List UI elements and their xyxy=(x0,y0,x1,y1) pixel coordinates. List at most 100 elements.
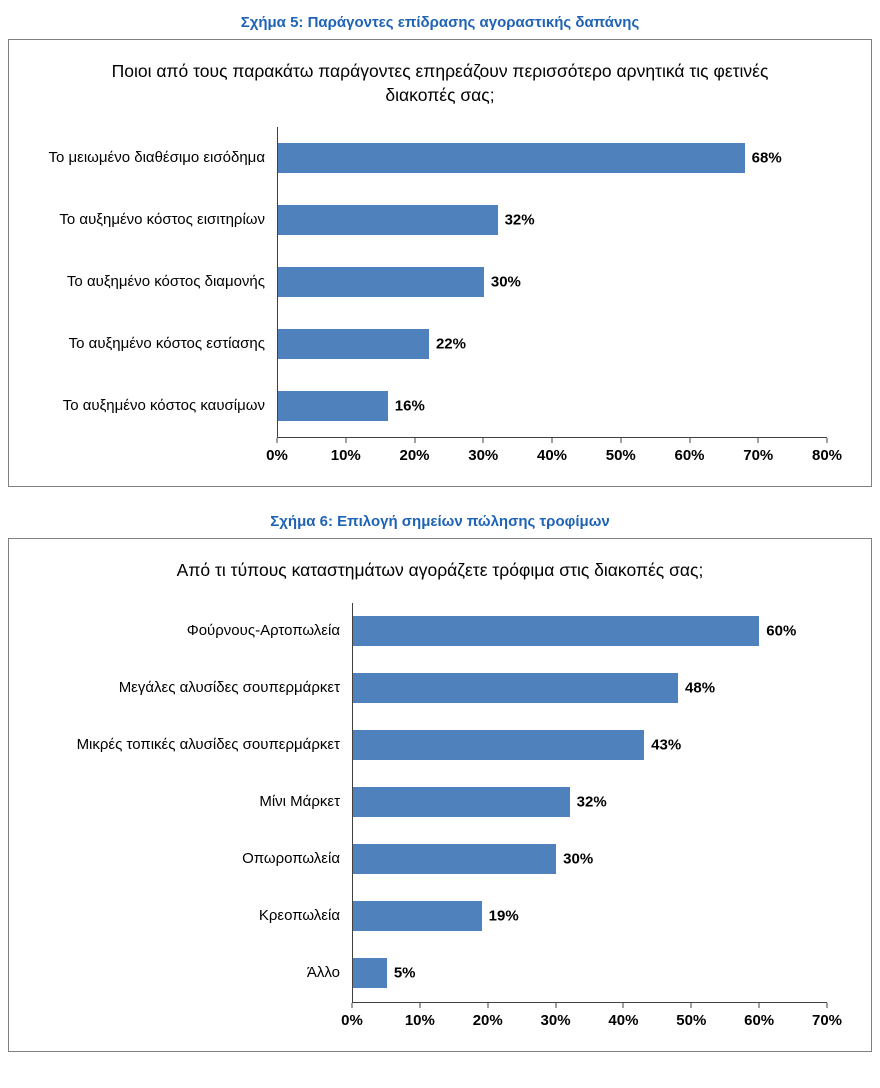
bar-row: Οπωροπωλεία 30% xyxy=(19,830,827,888)
bar-track: 5% xyxy=(352,944,827,1002)
category-label: Κρεοπωλεία xyxy=(258,907,340,925)
category-label: Το μειωμένο διαθέσιμο εισόδημα xyxy=(48,149,266,167)
x-tick-label: 70% xyxy=(743,447,774,465)
x-tick xyxy=(276,438,278,444)
x-tick xyxy=(487,1002,489,1008)
bar xyxy=(278,391,388,422)
bar xyxy=(353,787,570,818)
category-label: Οπωροπωλεία xyxy=(242,850,340,868)
x-tick xyxy=(757,438,759,444)
x-tick-label: 80% xyxy=(811,447,843,465)
bar xyxy=(353,844,557,875)
bar-track: 68% xyxy=(277,127,827,190)
bar xyxy=(278,205,498,236)
value-label: 43% xyxy=(651,736,682,754)
x-tick-label: 0% xyxy=(266,447,288,465)
x-tick-label: 20% xyxy=(472,1011,503,1029)
category-label: Μεγάλες αλυσίδες σουπερμάρκετ xyxy=(118,679,340,697)
value-label: 30% xyxy=(563,850,594,868)
value-label: 68% xyxy=(751,149,782,167)
x-tick xyxy=(758,1002,760,1008)
bar-track: 48% xyxy=(352,659,827,717)
bar-row: Το αυξημένο κόστος εστίασης 22% xyxy=(19,313,827,376)
bar-series: Φούρνους-Αρτοπωλεία 60% Μεγάλες αλυσίδες σ… xyxy=(19,602,827,1002)
bar-track: 43% xyxy=(352,716,827,774)
x-tick xyxy=(414,438,415,444)
value-label: 19% xyxy=(488,907,519,925)
category-label: Το αυξημένο κόστος καυσίμων xyxy=(62,397,265,415)
x-axis: 0% 10% 20% 30% 40% 50% 60% 70% xyxy=(341,1001,842,1037)
bar xyxy=(353,901,482,932)
value-label: 16% xyxy=(394,397,425,415)
x-tick-label: 50% xyxy=(605,447,636,465)
category-label: Φούρνους-Αρτοπωλεία xyxy=(186,622,340,640)
chart-title: Ποιοι από τους παρακάτω παράγοντες επηρε… xyxy=(111,61,769,105)
category-label: Το αυξημένο κόστος εστίασης xyxy=(68,335,265,353)
x-tick xyxy=(482,438,484,444)
bar xyxy=(353,958,387,989)
plot-area: Φούρνους-Αρτοπωλεία 60% Μεγάλες αλυσίδες σ… xyxy=(19,602,861,1037)
chart-frame: Ποιοι από τους παρακάτω παράγοντες επηρε… xyxy=(8,39,872,488)
bar xyxy=(353,616,760,647)
bar-row: Το αυξημένο κόστος καυσίμων 16% xyxy=(19,375,827,438)
category-label: Το αυξημένο κόστος εισιτηρίων xyxy=(59,211,265,229)
category-label: Μίνι Μάρκετ xyxy=(259,793,340,811)
x-tick xyxy=(419,1002,421,1008)
x-tick-label: 60% xyxy=(744,1011,775,1029)
plot-area: Το μειωμένο διαθέσιμο εισόδημα 68% Το αυξη… xyxy=(19,127,861,472)
x-tick xyxy=(622,1002,624,1008)
bar-track: 16% xyxy=(277,375,827,438)
x-tick xyxy=(826,438,828,444)
x-tick xyxy=(551,438,553,444)
x-tick xyxy=(620,438,622,444)
x-tick-label: 20% xyxy=(399,447,430,465)
bar-track: 32% xyxy=(352,773,827,831)
x-tick-label: 10% xyxy=(404,1011,435,1029)
value-label: 22% xyxy=(435,335,466,353)
x-tick-label: 70% xyxy=(811,1011,843,1029)
x-tick-label: 30% xyxy=(540,1011,571,1029)
bar-track: 30% xyxy=(352,830,827,888)
bar-row: Μίνι Μάρκετ 32% xyxy=(19,773,827,831)
x-tick xyxy=(351,1002,353,1008)
bar-row: Το αυξημένο κόστος εισιτηρίων 32% xyxy=(19,189,827,252)
bar-track: 19% xyxy=(352,887,827,945)
x-tick xyxy=(345,438,347,444)
bar xyxy=(278,143,745,174)
x-tick-label: 40% xyxy=(536,447,568,465)
category-label: Άλλο xyxy=(306,964,340,982)
x-tick-label: 50% xyxy=(676,1011,707,1029)
bar-track: 22% xyxy=(277,313,827,376)
figure-caption: Σχήμα 6: Επιλογή σημείων πώλησης τροφίμω… xyxy=(270,513,610,531)
bar-track: 30% xyxy=(277,251,827,314)
bar-track: 32% xyxy=(277,189,827,252)
value-label: 5% xyxy=(393,964,416,982)
x-tick-label: 40% xyxy=(608,1011,639,1029)
figure-6: Σχήμα 6: Επιλογή σημείων πώλησης τροφίμω… xyxy=(8,513,872,1052)
category-label: Το αυξημένο κόστος διαμονής xyxy=(66,273,265,291)
bar-row: Κρεοπωλεία 19% xyxy=(19,887,827,945)
x-tick-label: 30% xyxy=(468,447,499,465)
x-tick xyxy=(690,1002,692,1008)
bar-row: Φούρνους-Αρτοπωλεία 60% xyxy=(19,602,827,660)
x-tick xyxy=(689,438,690,444)
bar-row: Άλλο 5% xyxy=(19,944,827,1002)
x-tick-label: 10% xyxy=(330,447,361,465)
bar-row: Το αυξημένο κόστος διαμονής 30% xyxy=(19,251,827,314)
bar-row: Μεγάλες αλυσίδες σουπερμάρκετ 48% xyxy=(19,659,827,717)
bar-series: Το μειωμένο διαθέσιμο εισόδημα 68% Το αυξη… xyxy=(19,127,827,438)
x-tick-label: 60% xyxy=(674,447,705,465)
bar xyxy=(278,329,429,360)
value-label: 48% xyxy=(685,679,716,697)
figure-5: Σχήμα 5: Παράγοντες επίδρασης αγοραστική… xyxy=(8,14,872,488)
bar xyxy=(278,267,484,298)
chart-title: Από τι τύπους καταστημάτων αγοράζετε τρό… xyxy=(176,560,704,581)
x-tick-label: 0% xyxy=(341,1011,363,1029)
value-label: 32% xyxy=(504,211,535,229)
value-label: 32% xyxy=(576,793,607,811)
chart-frame: Από τι τύπους καταστημάτων αγοράζετε τρό… xyxy=(8,538,872,1052)
figure-caption: Σχήμα 5: Παράγοντες επίδρασης αγοραστική… xyxy=(240,14,640,31)
bar-track: 60% xyxy=(352,602,827,660)
value-label: 30% xyxy=(490,273,521,291)
